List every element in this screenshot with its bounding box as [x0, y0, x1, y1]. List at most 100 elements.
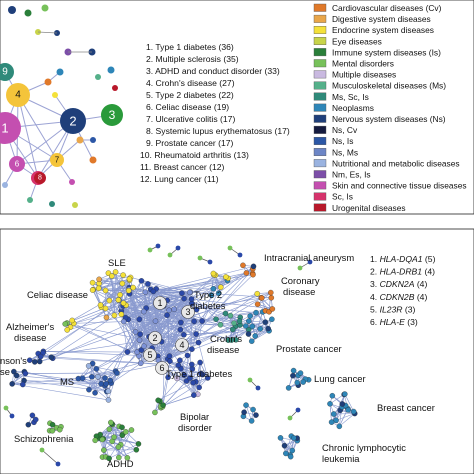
gene-node	[231, 320, 237, 326]
gene-node	[89, 374, 95, 380]
gene-node	[85, 363, 92, 369]
gene-node	[3, 405, 9, 411]
gene-node	[103, 380, 109, 387]
gene-node	[125, 287, 132, 294]
gene-node	[250, 271, 256, 278]
legend-entry: Ns, Is	[313, 136, 353, 146]
gene-node	[86, 386, 92, 393]
gene-node	[111, 312, 118, 319]
ranked-item-3: 3. ADHD and conduct disorder (33)	[146, 66, 280, 76]
hub-label-8: 8	[38, 175, 42, 182]
gene-node	[297, 265, 303, 271]
gene-node	[123, 429, 129, 435]
gene-node	[102, 287, 109, 294]
hub-label-6: 6	[15, 160, 20, 169]
legend-entry: Digestive system diseases	[313, 14, 431, 24]
gene-node	[103, 314, 110, 321]
legend-swatch	[313, 136, 327, 145]
gene-node	[119, 280, 126, 287]
legend-swatch	[313, 170, 327, 179]
label-coronary-disease-1: Coronary	[281, 275, 320, 286]
gene-count: (5)	[423, 254, 436, 264]
gene-node	[119, 432, 126, 438]
gene-symbol: HLA-DRB1	[380, 267, 423, 277]
gene-node	[124, 349, 131, 355]
gene-node	[89, 360, 96, 367]
gene-node	[105, 397, 112, 403]
gene-count: (4)	[414, 279, 427, 289]
label-sle: SLE	[108, 257, 126, 268]
legend-label: Endocrine system diseases	[332, 25, 434, 35]
gene-node	[116, 454, 122, 461]
gene-node	[57, 426, 63, 433]
label-cll-2: leukemia	[322, 453, 360, 464]
label-parkinsons-1: nson's	[0, 355, 27, 366]
label-cll-1: Chronic lymphocytic	[322, 442, 406, 453]
gene-item: 5. IL23R (3)	[370, 304, 416, 314]
hub-label-2: 2	[69, 114, 76, 129]
legend-swatch	[313, 48, 327, 57]
legend-label: Sc, Is	[332, 192, 353, 202]
gene-node	[237, 252, 243, 258]
gene-node	[69, 317, 75, 324]
gene-node	[236, 318, 243, 324]
gene-node	[96, 276, 102, 283]
legend-swatch	[313, 81, 327, 90]
legend-entry: Musculoskeletal diseases (Ms)	[313, 81, 446, 91]
label-alzheimers-1: Alzheimer's	[6, 321, 54, 332]
legend-label: Ns, Cv	[332, 125, 358, 135]
gene-item: 3. CDKN2A (4)	[370, 279, 427, 289]
gene-node	[171, 306, 177, 313]
gene-node	[37, 353, 44, 360]
ranked-item-6: 6. Celiac disease (19)	[146, 102, 229, 112]
gene-node	[269, 316, 275, 323]
gene-node	[89, 287, 96, 293]
gene-node	[227, 312, 234, 319]
gene-hub-node: 1	[153, 296, 167, 310]
gene-node	[218, 284, 224, 290]
gene-node	[245, 331, 252, 337]
gene-node	[39, 447, 45, 453]
gene-node	[215, 290, 222, 296]
legend-swatch	[313, 203, 327, 212]
gene-node	[208, 292, 215, 298]
gene-node	[11, 368, 17, 375]
hub-label-1: 1	[1, 121, 8, 136]
gene-hub-node: 2	[148, 331, 162, 345]
gene-node	[26, 357, 33, 363]
gene-node	[249, 323, 256, 330]
legend-label: Immune system diseases (Is)	[332, 47, 441, 57]
gene-node	[222, 310, 229, 317]
gene-node	[137, 360, 144, 367]
gene-node	[189, 361, 195, 368]
label-ms: MS	[60, 376, 74, 387]
gene-node	[184, 352, 191, 359]
legend-swatch	[313, 37, 327, 45]
gene-node	[155, 243, 161, 249]
gene-node	[295, 407, 301, 413]
gene-node	[166, 353, 173, 359]
gene-node	[105, 388, 112, 395]
legend-swatch	[313, 92, 327, 101]
gene-node	[254, 301, 261, 307]
gene-node	[142, 289, 149, 295]
gene-node	[133, 447, 140, 453]
gene-node	[166, 307, 172, 314]
gene-node	[223, 274, 229, 280]
gene-number: 1.	[370, 254, 380, 264]
hub-label-9: 9	[2, 67, 8, 78]
gene-node	[9, 381, 15, 387]
gene-node	[175, 245, 181, 251]
gene-node	[152, 409, 158, 416]
hub-label-7: 7	[55, 156, 60, 165]
gene-node	[339, 401, 346, 407]
legend-entry: Immune system diseases (Is)	[313, 47, 441, 57]
gene-node	[22, 370, 29, 377]
legend-entry: Multiple diseases	[313, 70, 396, 80]
gene-node	[147, 247, 153, 253]
gene-node	[32, 359, 38, 365]
ranked-item-4: 4. Crohn's disease (27)	[146, 78, 235, 88]
gene-node	[102, 305, 109, 312]
gene-node	[210, 286, 217, 292]
gene-node	[128, 427, 135, 433]
